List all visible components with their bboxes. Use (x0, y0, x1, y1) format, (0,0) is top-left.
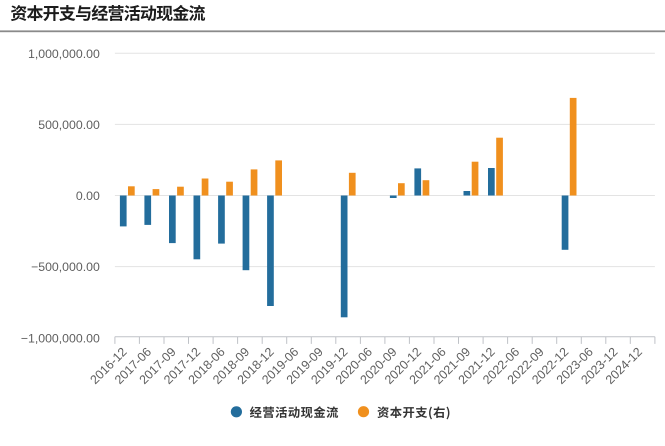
svg-text:−1,000,000.00: −1,000,000.00 (21, 331, 100, 345)
svg-text:1,000,000.00: 1,000,000.00 (28, 47, 100, 61)
svg-text:−500,000.00: −500,000.00 (31, 260, 100, 274)
svg-text:500,000.00: 500,000.00 (38, 118, 100, 132)
svg-text:0.00: 0.00 (76, 189, 100, 203)
